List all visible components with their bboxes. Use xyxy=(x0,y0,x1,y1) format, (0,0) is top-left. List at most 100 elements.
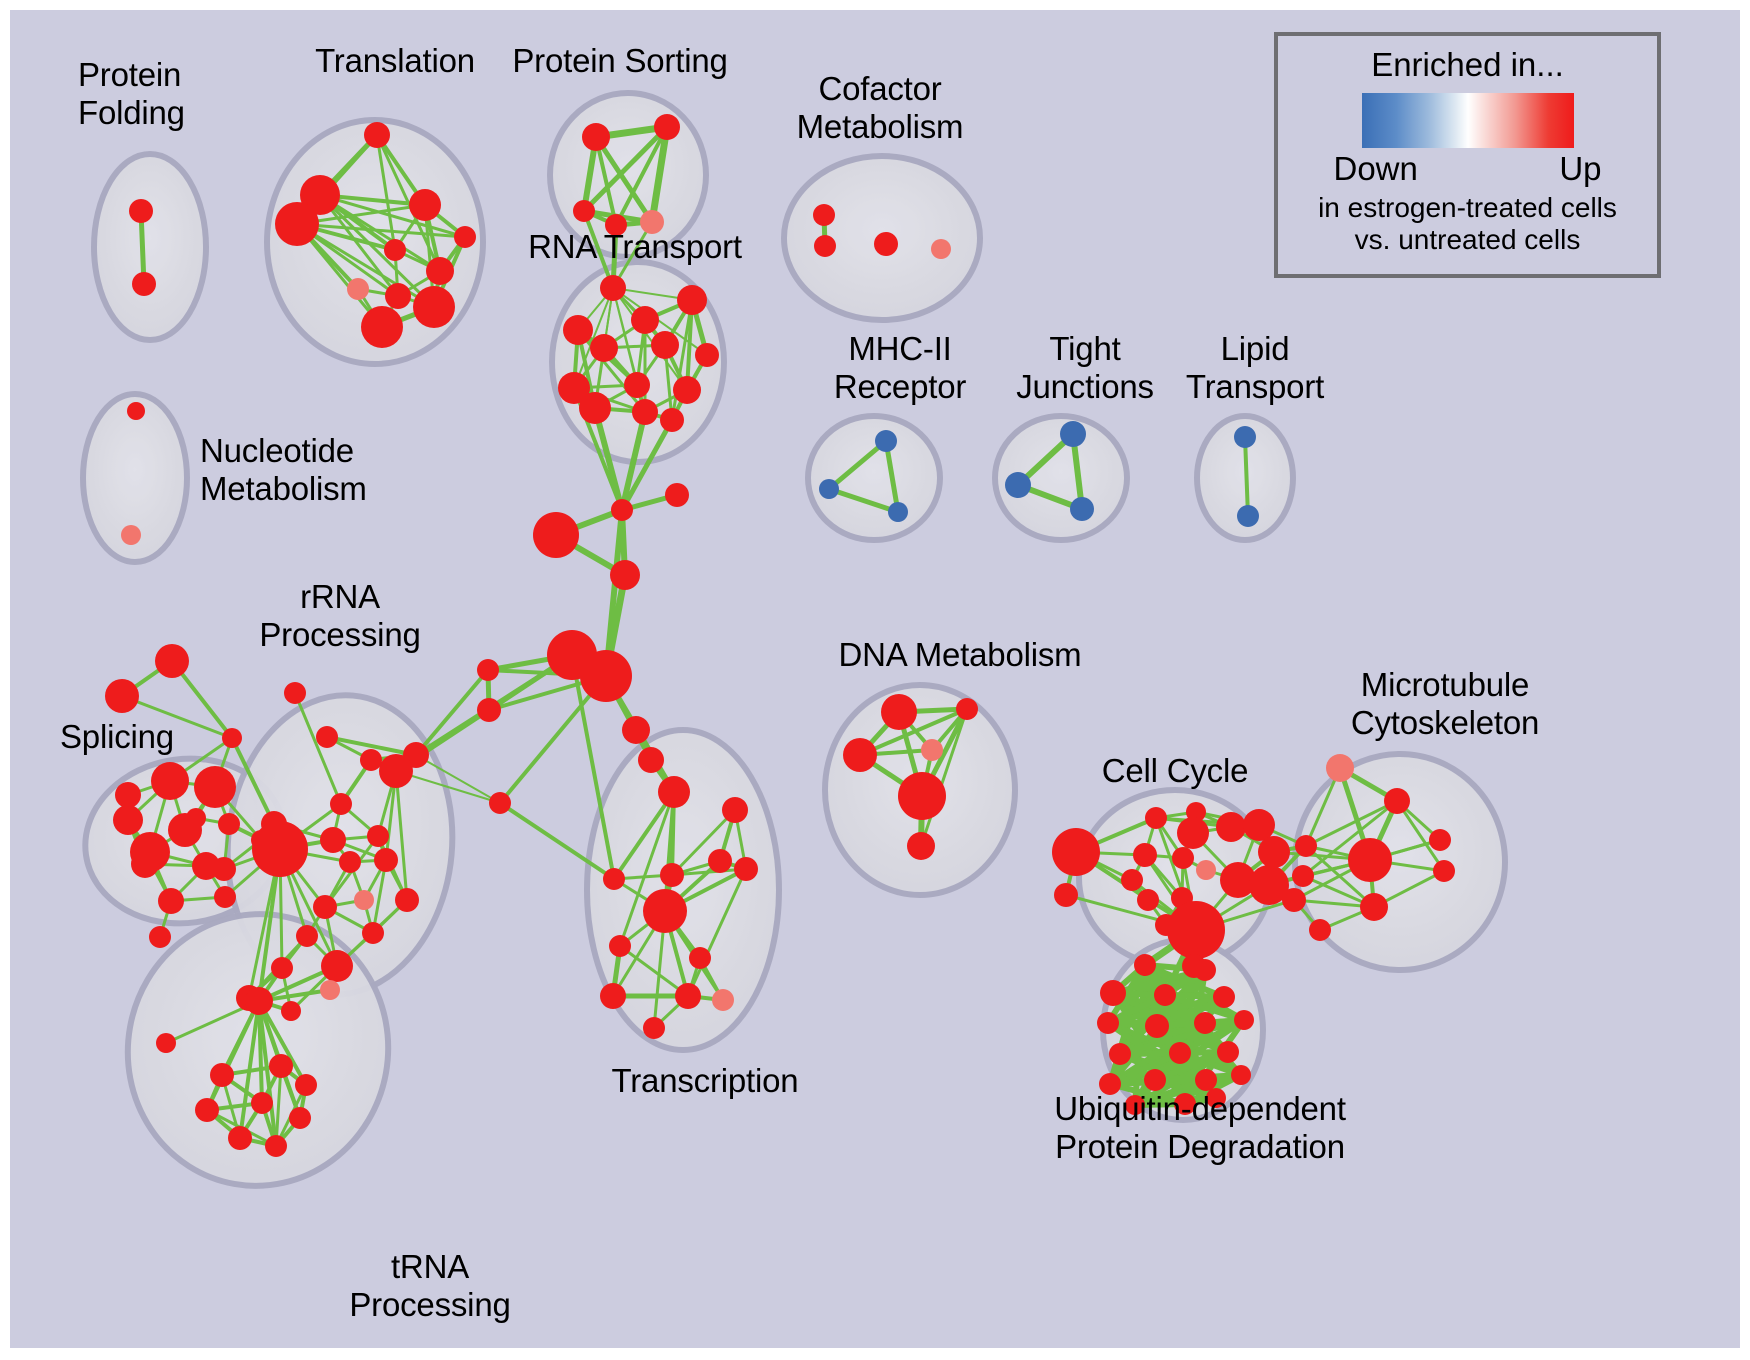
network-edge xyxy=(1243,435,1250,518)
network-node xyxy=(149,926,171,948)
cluster-label-rna-transport: RNA Transport xyxy=(528,228,742,265)
network-node xyxy=(600,983,626,1009)
network-node xyxy=(1099,1073,1121,1095)
network-node xyxy=(931,239,951,259)
cluster-hull-protein-folding xyxy=(91,151,209,343)
network-node xyxy=(609,935,631,957)
network-edge xyxy=(883,438,901,515)
network-edge xyxy=(257,999,308,1087)
network-node xyxy=(156,1033,176,1053)
network-node xyxy=(624,372,650,398)
network-node xyxy=(361,306,403,348)
network-node xyxy=(384,239,406,261)
network-node xyxy=(651,331,679,359)
network-node xyxy=(921,739,943,761)
network-edge xyxy=(120,694,234,740)
network-node xyxy=(127,402,145,420)
network-edge xyxy=(498,674,608,805)
network-node xyxy=(130,832,170,872)
network-edge xyxy=(648,123,671,226)
network-edge xyxy=(318,193,442,273)
network-edge xyxy=(612,287,688,391)
network-node xyxy=(1060,421,1086,447)
network-node xyxy=(1070,497,1094,521)
network-node xyxy=(813,204,835,226)
legend-title: Enriched in... xyxy=(1371,46,1564,83)
network-node xyxy=(1243,809,1275,841)
network-edge xyxy=(414,668,490,757)
network-node xyxy=(1433,860,1455,882)
network-node xyxy=(558,372,590,404)
network-edge xyxy=(858,707,969,757)
network-edge xyxy=(395,770,501,804)
network-edge xyxy=(592,405,625,513)
network-node xyxy=(1384,788,1410,814)
network-node xyxy=(1195,1069,1217,1091)
network-node xyxy=(1145,807,1167,829)
network-node xyxy=(881,694,917,730)
network-node xyxy=(362,922,384,944)
network-node xyxy=(321,950,353,982)
network-edge xyxy=(295,222,467,239)
network-node xyxy=(600,275,626,301)
network-node xyxy=(819,479,839,499)
network-edge xyxy=(1117,1017,1247,1057)
network-node xyxy=(1169,1042,1191,1064)
network-node xyxy=(898,772,946,820)
network-node xyxy=(1121,869,1143,891)
network-node xyxy=(115,782,141,808)
network-node xyxy=(296,925,318,947)
network-edge xyxy=(498,801,616,881)
cluster-label-lipid-transport: Lipid Transport xyxy=(1185,330,1325,405)
network-node xyxy=(1217,1041,1239,1063)
cluster-label-ubiquitin-protein-degradation: Ubiquitin-dependent Protein Degradation xyxy=(1054,1090,1346,1165)
network-node xyxy=(590,334,618,362)
network-node xyxy=(316,726,338,748)
network-node xyxy=(395,888,419,912)
network-node xyxy=(245,987,273,1015)
network-edge xyxy=(826,438,889,492)
network-node xyxy=(210,1063,234,1087)
network-node xyxy=(1177,817,1209,849)
network-node xyxy=(252,821,308,877)
network-node xyxy=(563,315,593,345)
network-node xyxy=(1100,980,1126,1006)
network-node xyxy=(1213,986,1235,1008)
network-node xyxy=(582,123,610,151)
network-node xyxy=(640,210,664,234)
network-node xyxy=(1194,1012,1216,1034)
network-node xyxy=(269,1054,293,1078)
network-node xyxy=(1295,835,1317,857)
network-node xyxy=(1005,472,1031,498)
network-edge xyxy=(257,999,278,1148)
network-node xyxy=(374,848,398,872)
network-edge xyxy=(670,867,748,877)
network-edge xyxy=(594,135,618,227)
network-node xyxy=(1186,802,1206,822)
network-node xyxy=(1231,1065,1251,1085)
network-edge xyxy=(414,708,491,757)
network-edge xyxy=(670,298,694,422)
network-edge xyxy=(1132,1072,1244,1108)
network-node xyxy=(875,430,897,452)
cluster-label-protein-sorting: Protein Sorting xyxy=(512,42,728,79)
network-node xyxy=(643,1017,665,1039)
network-node xyxy=(1154,984,1176,1006)
legend-color-gradient xyxy=(1361,93,1574,148)
network-node xyxy=(675,983,701,1009)
cluster-label-mhc-ii-receptor: MHC-II Receptor xyxy=(833,330,967,405)
network-node xyxy=(605,214,627,236)
network-edge xyxy=(1395,799,1446,873)
network-node xyxy=(313,895,337,919)
network-node xyxy=(330,793,352,815)
network-node xyxy=(638,747,664,773)
network-edge xyxy=(415,754,501,804)
network-node xyxy=(385,283,411,309)
network-node xyxy=(654,114,680,140)
network-edge xyxy=(576,328,647,414)
network-node xyxy=(734,857,758,881)
network-edge xyxy=(685,298,694,392)
cluster-label-cell-cycle: Cell Cycle xyxy=(1101,752,1249,789)
cluster-label-dna-metabolism: DNA Metabolism xyxy=(838,636,1082,673)
network-edge xyxy=(686,867,748,998)
